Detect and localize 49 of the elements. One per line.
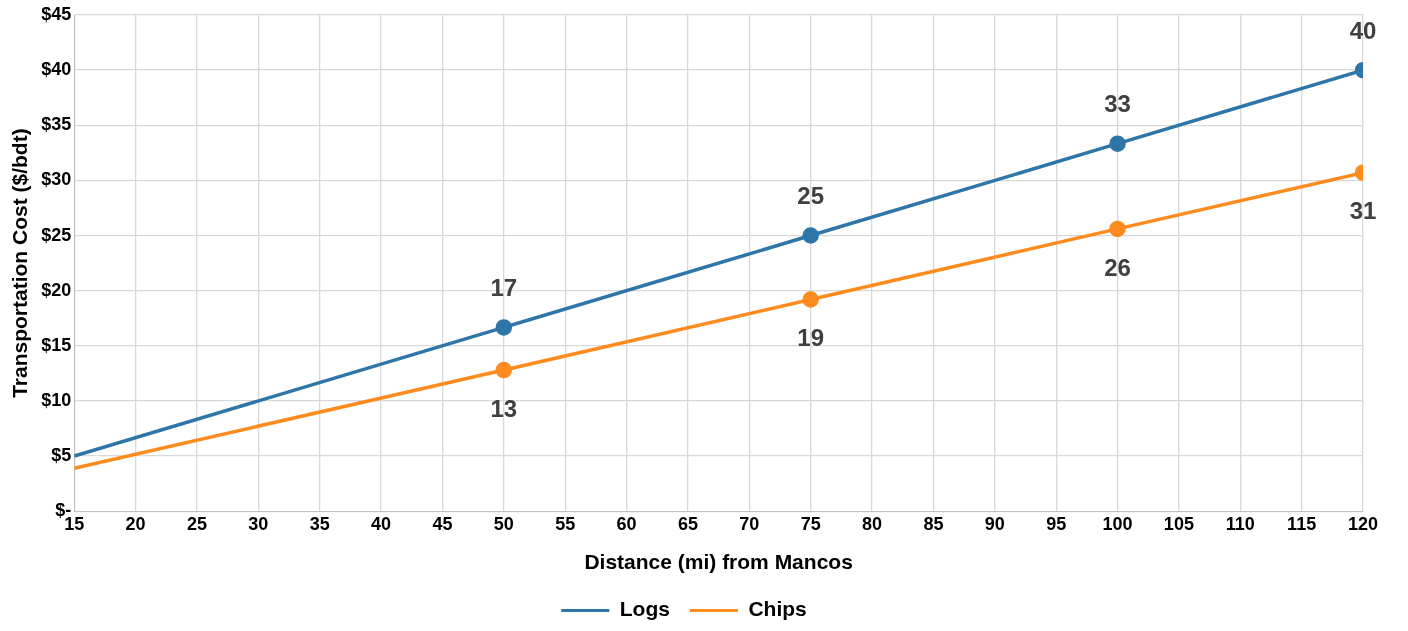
x-tick-label: 120: [1347, 513, 1379, 534]
y-tick-label: $35: [41, 114, 72, 135]
x-tick-label: 35: [309, 513, 330, 534]
point: [802, 227, 819, 244]
x-tick-label: 60: [616, 513, 637, 534]
x-tick-label: 50: [493, 513, 514, 534]
x-tick-label: 75: [800, 513, 821, 534]
point: [495, 319, 513, 336]
x-tick-label: 30: [248, 513, 269, 534]
x-tick-label: 115: [1287, 513, 1317, 534]
point: [1109, 220, 1126, 238]
data-label: 19: [797, 324, 825, 352]
y-axis-title: Transportation Cost ($/bdt): [8, 128, 32, 398]
data-label: 33: [1104, 90, 1131, 118]
x-axis-title: Distance (mi) from Mancos: [584, 550, 853, 574]
data-label: 40: [1349, 16, 1377, 44]
y-tick-label: $5: [51, 445, 72, 466]
x-tick-label: 110: [1225, 513, 1255, 534]
legend-label: Logs: [619, 597, 670, 621]
data-label: 13: [490, 394, 518, 422]
x-tick-label: 70: [739, 513, 760, 534]
x-tick-label: 40: [371, 513, 392, 534]
y-tick-label: $10: [41, 389, 72, 410]
legend-label: Chips: [748, 597, 807, 621]
y-tick-label: $45: [41, 3, 72, 24]
x-tick-label: 25: [186, 513, 207, 534]
y-tick-label: $40: [41, 59, 72, 80]
point: [495, 361, 513, 379]
x-tick-label: 90: [984, 513, 1005, 534]
data-label: 17: [490, 274, 518, 302]
y-tick-label: $20: [41, 279, 72, 300]
data-label: 31: [1349, 197, 1377, 225]
y-tick-label: $30: [41, 169, 72, 190]
point: [802, 291, 819, 308]
x-tick-label: 65: [677, 513, 698, 534]
x-tick-label: 95: [1046, 513, 1067, 534]
x-tick-label: 20: [125, 513, 146, 534]
x-tick-label: 85: [923, 513, 944, 534]
data-label: 26: [1104, 253, 1131, 281]
point: [1109, 135, 1126, 152]
data-label: 25: [797, 182, 825, 210]
x-tick-label: 15: [64, 513, 85, 534]
x-tick-label: 80: [862, 513, 883, 534]
x-tick-label: 45: [432, 513, 453, 534]
y-tick-label: $15: [41, 334, 72, 355]
x-tick-label: 105: [1163, 513, 1194, 534]
x-tick-label: 100: [1102, 513, 1133, 534]
x-tick-label: 55: [555, 513, 576, 534]
y-tick-label: $25: [41, 224, 72, 245]
